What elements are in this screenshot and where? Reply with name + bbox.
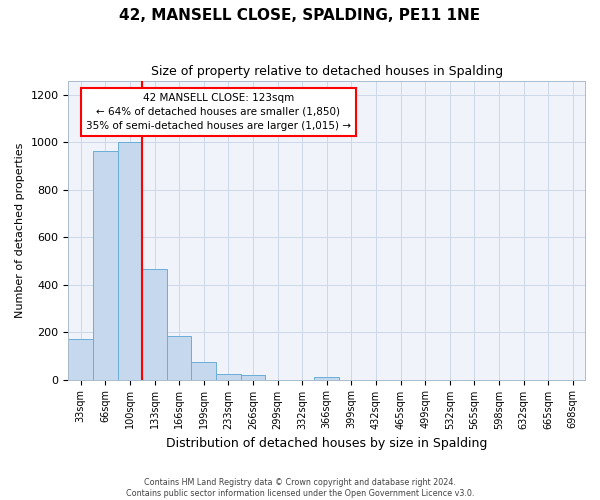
Bar (118, 142, 142, 380)
Bar (241, 376, 265, 380)
Bar (191, 362, 216, 380)
X-axis label: Distribution of detached houses by size in Spalding: Distribution of detached houses by size … (166, 437, 487, 450)
Bar (142, 269, 167, 380)
Bar (93, 150, 118, 380)
Bar (167, 336, 191, 380)
Text: 42, MANSELL CLOSE, SPALDING, PE11 1NE: 42, MANSELL CLOSE, SPALDING, PE11 1NE (119, 8, 481, 22)
Bar (68, 339, 93, 380)
Text: Contains HM Land Registry data © Crown copyright and database right 2024.
Contai: Contains HM Land Registry data © Crown c… (126, 478, 474, 498)
Y-axis label: Number of detached properties: Number of detached properties (15, 142, 25, 318)
Text: 42 MANSELL CLOSE: 123sqm
← 64% of detached houses are smaller (1,850)
35% of sem: 42 MANSELL CLOSE: 123sqm ← 64% of detach… (86, 93, 351, 131)
Title: Size of property relative to detached houses in Spalding: Size of property relative to detached ho… (151, 65, 503, 78)
Bar (314, 376, 339, 380)
Bar (216, 374, 241, 380)
